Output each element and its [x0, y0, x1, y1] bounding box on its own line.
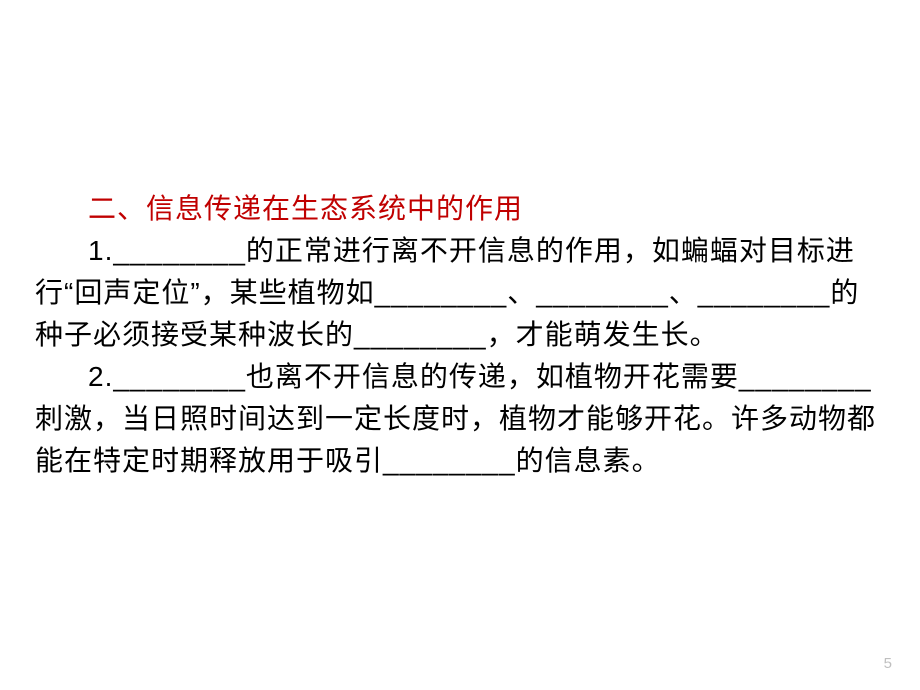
paragraph-2: 2.________也离不开信息的传递，如植物开花需要________刺激，当日… — [35, 356, 885, 482]
paragraph-1: 1.________的正常进行离不开信息的作用，如蝙蝠对目标进行“回声定位”，某… — [35, 230, 885, 356]
slide-content: 二、信息传递在生态系统中的作用 1.________的正常进行离不开信息的作用，… — [35, 188, 885, 482]
page-number: 5 — [884, 655, 892, 672]
section-heading: 二、信息传递在生态系统中的作用 — [88, 188, 885, 230]
